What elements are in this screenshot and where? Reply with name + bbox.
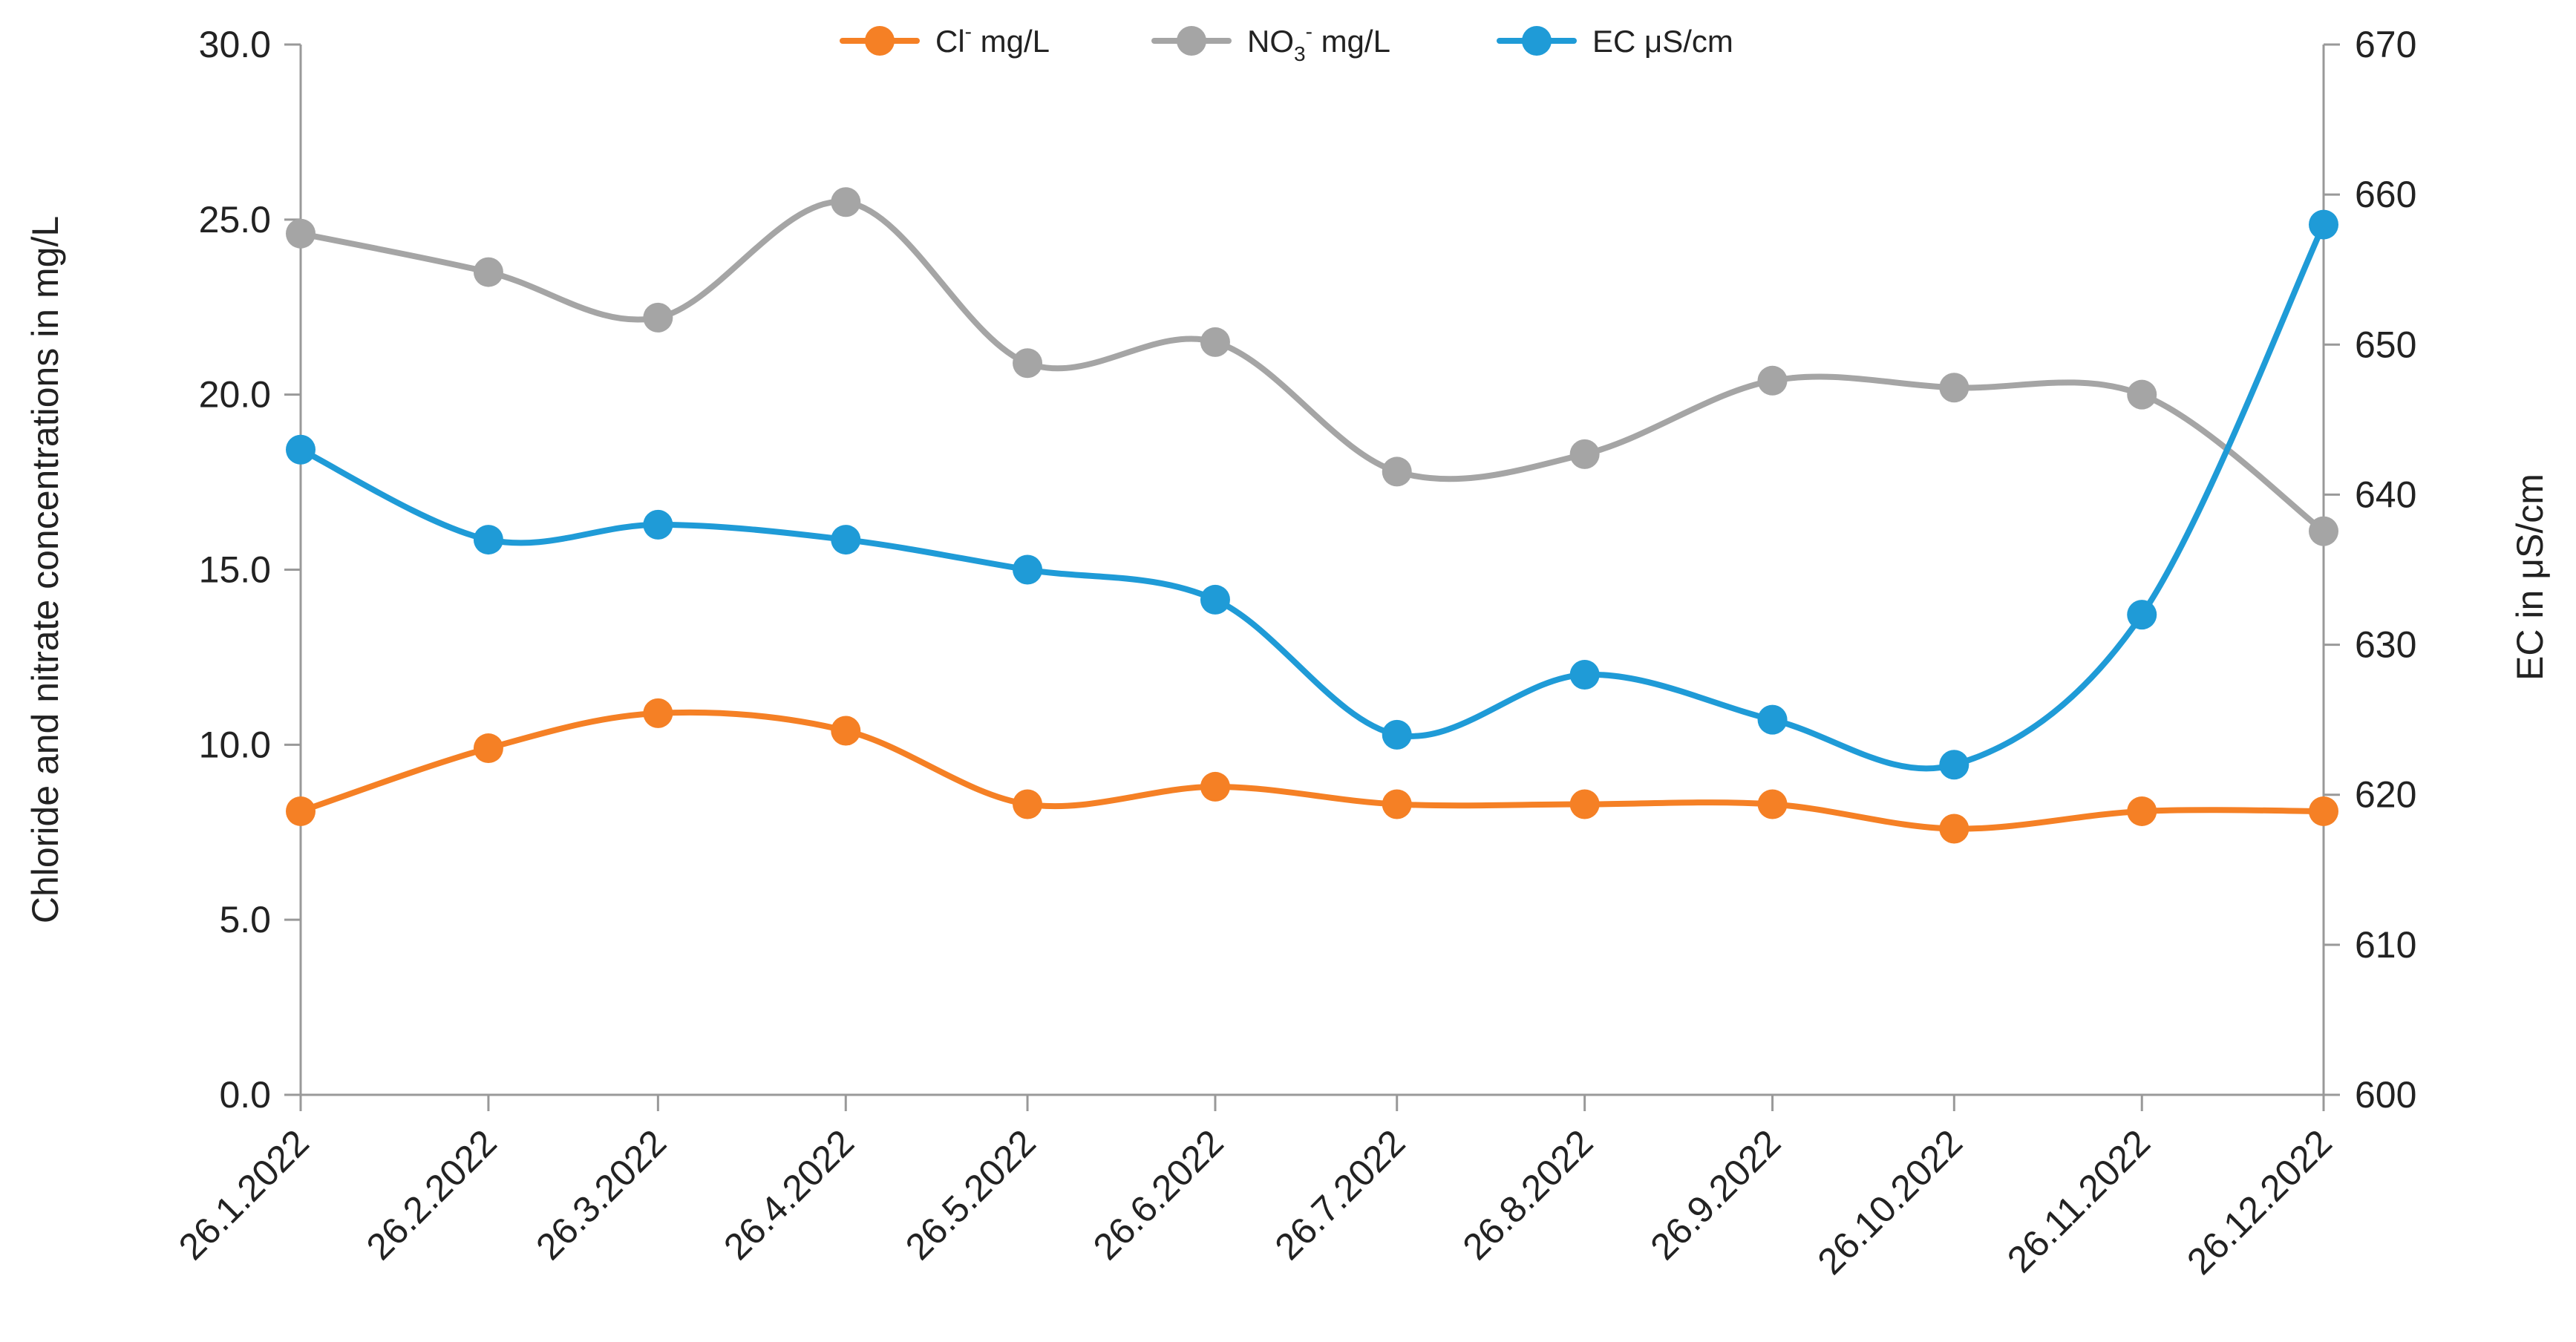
series-line — [298, 221, 2327, 772]
right-y-tick-label: 660 — [2355, 174, 2416, 215]
data-point — [831, 716, 861, 746]
data-point — [1569, 439, 1600, 469]
series-layer — [286, 187, 2338, 844]
left-y-tick-label: 20.0 — [199, 374, 271, 416]
data-point — [1200, 584, 1230, 615]
x-tick-label: 26.7.2022 — [1267, 1122, 1413, 1268]
data-point — [1200, 771, 1230, 802]
legend-item: EC μS/cm — [1497, 24, 1733, 59]
data-point — [643, 302, 673, 333]
data-point — [1013, 789, 1043, 819]
data-point — [2127, 379, 2157, 410]
data-point — [2309, 516, 2338, 546]
right-y-axis-title: EC in μS/cm — [2509, 474, 2551, 681]
data-point — [831, 525, 861, 555]
legend-label: EC μS/cm — [1592, 24, 1733, 59]
data-point — [2127, 600, 2157, 630]
legend-item: Cl- mg/L — [840, 20, 1050, 59]
series-2 — [286, 209, 2338, 780]
legend-item: NO3- mg/L — [1151, 20, 1390, 65]
data-point — [1939, 814, 1969, 844]
data-point — [1939, 750, 1969, 780]
legend-marker — [1177, 26, 1206, 56]
data-point — [1757, 789, 1788, 819]
data-point — [1382, 456, 1412, 487]
x-tick-label: 26.10.2022 — [1810, 1122, 1971, 1283]
left-y-axis-title: Chloride and nitrate concentrations in m… — [24, 216, 66, 923]
data-point — [2309, 796, 2338, 826]
right-y-tick-label: 610 — [2355, 924, 2416, 966]
data-point — [473, 733, 503, 764]
series-line — [298, 709, 2327, 832]
legend: Cl- mg/L NO3- mg/L EC μS/cm — [840, 20, 1733, 65]
legend-marker — [865, 26, 895, 56]
data-point — [473, 257, 503, 287]
series-line — [298, 198, 2327, 534]
right-y-tick-label: 600 — [2355, 1074, 2416, 1116]
x-tick-label: 26.5.2022 — [898, 1122, 1044, 1268]
left-y-tick-label: 10.0 — [199, 724, 271, 765]
right-y-tick-label: 650 — [2355, 324, 2416, 365]
data-point — [643, 698, 673, 728]
data-point — [1757, 365, 1788, 396]
data-point — [1569, 660, 1600, 690]
x-tick-label: 26.2.2022 — [359, 1122, 505, 1268]
data-point — [473, 525, 503, 555]
data-point — [286, 796, 316, 826]
left-y-tick-label: 15.0 — [199, 549, 271, 591]
x-tick-label: 26.9.2022 — [1642, 1122, 1788, 1268]
series-1 — [286, 187, 2338, 546]
data-point — [2309, 209, 2338, 240]
series-0 — [286, 698, 2338, 844]
x-tick-label: 26.1.2022 — [171, 1122, 317, 1268]
x-tick-label: 26.6.2022 — [1085, 1122, 1232, 1268]
right-y-tick-label: 670 — [2355, 24, 2416, 65]
data-point — [286, 218, 316, 249]
data-point — [2127, 796, 2157, 826]
legend-marker — [1522, 26, 1552, 56]
data-point — [1939, 373, 1969, 403]
x-tick-label: 26.4.2022 — [716, 1122, 862, 1268]
data-point — [1382, 719, 1412, 750]
right-y-tick-label: 640 — [2355, 474, 2416, 515]
data-point — [1569, 789, 1600, 819]
data-point — [1757, 704, 1788, 735]
x-tick-label: 26.12.2022 — [2179, 1122, 2340, 1283]
right-y-tick-label: 620 — [2355, 774, 2416, 816]
x-tick-label: 26.3.2022 — [528, 1122, 674, 1268]
data-point — [1382, 789, 1412, 819]
data-point — [643, 509, 673, 540]
left-y-tick-label: 0.0 — [219, 1074, 271, 1116]
left-y-tick-label: 25.0 — [199, 199, 271, 240]
right-y-tick-label: 630 — [2355, 624, 2416, 666]
x-tick-label: 26.8.2022 — [1455, 1122, 1601, 1268]
data-point — [1200, 327, 1230, 357]
legend-label: Cl- mg/L — [935, 20, 1050, 59]
legend-label: NO3- mg/L — [1247, 20, 1390, 65]
data-point — [1013, 554, 1043, 585]
data-point — [1013, 348, 1043, 379]
data-point — [831, 187, 861, 217]
left-y-tick-label: 5.0 — [219, 899, 271, 940]
data-point — [286, 434, 316, 465]
x-tick-label: 26.11.2022 — [1999, 1122, 2158, 1280]
left-y-tick-label: 30.0 — [199, 24, 271, 65]
